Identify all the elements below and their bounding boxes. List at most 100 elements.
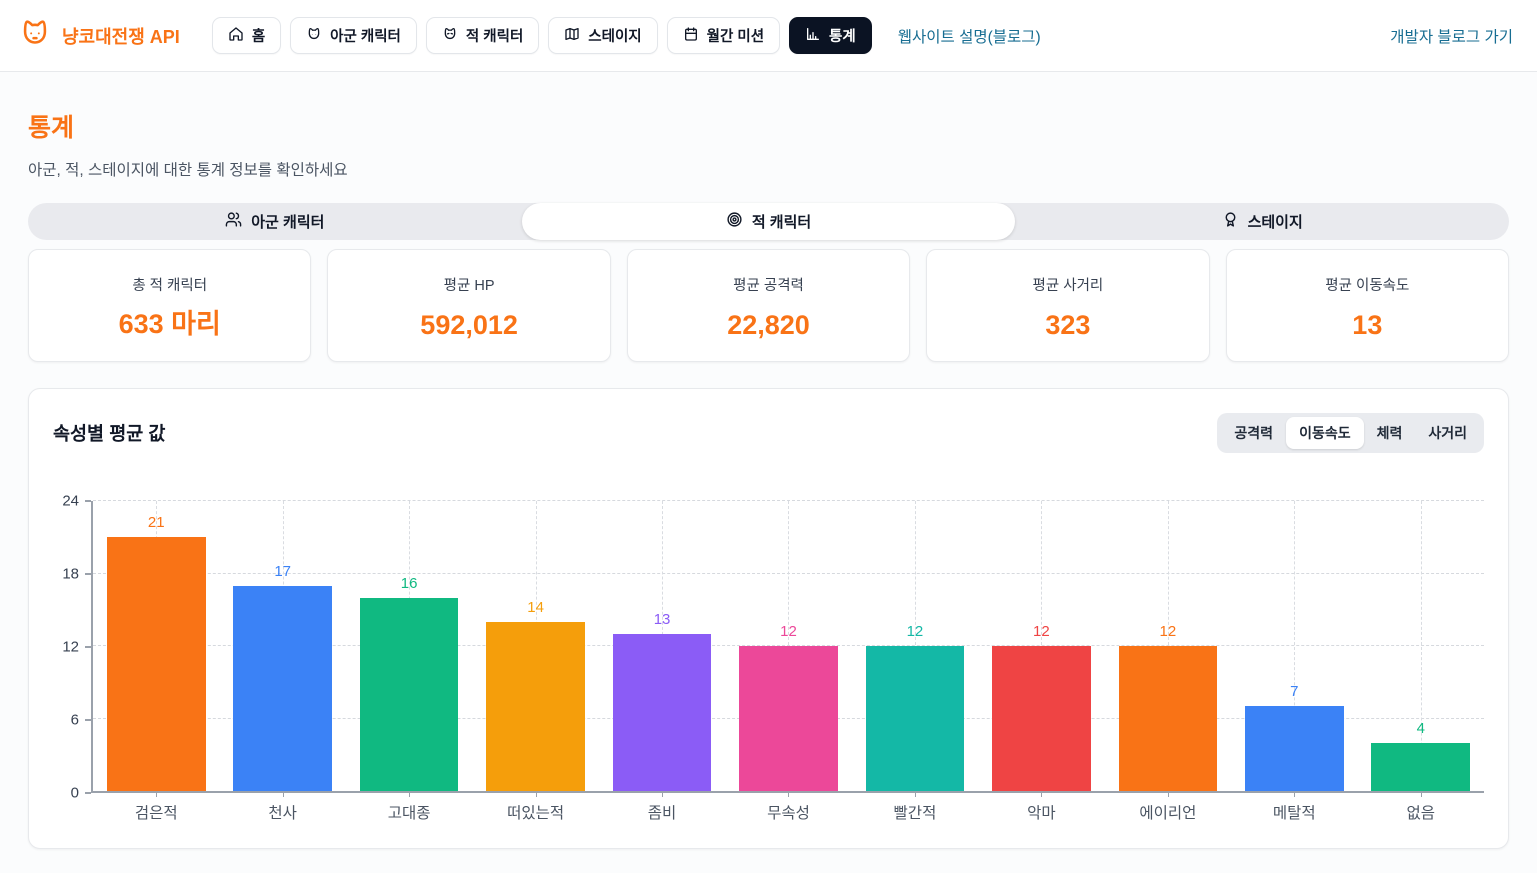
chart-bar[interactable]	[739, 646, 838, 791]
y-tick-label: 12	[62, 638, 79, 656]
chart-title: 속성별 평균 값	[53, 423, 166, 444]
x-tick-mark	[409, 791, 411, 797]
bar-value-label: 16	[400, 574, 418, 592]
chart-card: 속성별 평균 값 공격력 이동속도 체력 사거리 0 6 12 18 24 21 검은적 1…	[28, 388, 1509, 849]
map-icon	[564, 26, 580, 46]
chart-column: 7 메탈적	[1231, 501, 1357, 822]
x-tick-mark	[1167, 791, 1169, 797]
y-tick-label: 24	[62, 492, 79, 510]
x-axis-label: 메탈적	[1272, 805, 1316, 822]
stat-card-total-enemies: 총 적 캐릭터 633 마리	[28, 249, 312, 362]
nav-enemy-characters-button[interactable]: 적 캐릭터	[425, 17, 540, 54]
stat-cards-row: 총 적 캐릭터 633 마리 평균 HP 592,012 평균 공격력 22,8…	[28, 249, 1510, 362]
bar-chart: 0 6 12 18 24 21 검은적 17 천사 16 고대종 14 떠있는적 13 좀비 12 무속성 12…	[53, 493, 1484, 822]
header: 냥코대전쟁 API 홈 아군 캐릭터	[0, 0, 1537, 72]
x-axis-label: 좀비	[647, 805, 677, 822]
enemy-cat-icon	[442, 26, 458, 46]
main-nav: 홈 아군 캐릭터 적	[211, 17, 872, 54]
chart-column: 12 악마	[978, 501, 1104, 822]
chart-bar[interactable]	[865, 646, 965, 791]
toggle-hp[interactable]: 체력	[1364, 417, 1416, 449]
x-tick-mark	[156, 791, 158, 797]
chart-bar[interactable]	[992, 646, 1091, 791]
x-axis-label: 검은적	[134, 805, 178, 822]
stat-card-avg-attack: 평균 공격력 22,820	[626, 249, 911, 362]
y-tick-mark	[85, 719, 91, 721]
y-tick-label: 6	[70, 711, 79, 729]
bar-value-label: 4	[1416, 719, 1425, 737]
chart-column: 14 떠있는적	[472, 501, 598, 822]
site-description-link[interactable]: 웹사이트 설명(블로그)	[897, 28, 1041, 46]
home-icon	[228, 26, 244, 46]
vertical-gridline	[1294, 501, 1296, 791]
chart-column: 12 무속성	[725, 501, 851, 822]
chart-bar[interactable]	[1371, 742, 1471, 791]
x-axis-label: 고대종	[387, 805, 431, 822]
y-tick-label: 18	[62, 565, 79, 583]
nav-stage-button[interactable]: 스테이지	[548, 17, 658, 54]
calendar-icon	[683, 26, 699, 46]
logo-text: 냥코대전쟁 API	[62, 26, 180, 47]
chart-bar[interactable]	[233, 585, 332, 791]
bar-value-label: 12	[906, 623, 924, 640]
y-tick-mark	[85, 792, 91, 794]
x-tick-mark	[535, 791, 537, 797]
nav-monthly-mission-button[interactable]: 월간 미션	[666, 17, 781, 54]
y-tick-mark	[85, 646, 91, 648]
x-axis-label: 천사	[268, 805, 297, 822]
bar-value-label: 12	[1159, 623, 1177, 640]
x-axis-label: 에이리언	[1139, 805, 1197, 822]
chart-bar[interactable]	[486, 621, 585, 791]
x-tick-mark	[788, 791, 790, 797]
stat-card-label: 평균 이동속도	[1325, 278, 1410, 294]
bar-value-label: 17	[274, 562, 292, 580]
y-tick-mark	[85, 500, 91, 502]
chart-column: 16 고대종	[346, 501, 472, 822]
cat-logo-icon	[18, 16, 52, 55]
logo[interactable]: 냥코대전쟁 API	[18, 16, 180, 55]
toggle-range[interactable]: 사거리	[1415, 417, 1480, 449]
stat-card-label: 평균 공격력	[733, 278, 804, 294]
chart-plot: 21 검은적 17 천사 16 고대종 14 떠있는적 13 좀비 12 무속성 12 빨간적 12 악마 12…	[91, 500, 1484, 822]
toggle-attack[interactable]: 공격력	[1221, 417, 1286, 449]
nav-friendly-characters-button[interactable]: 아군 캐릭터	[290, 17, 417, 54]
stat-card-value: 13	[1352, 310, 1383, 340]
tab-stage[interactable]: 스테이지	[1015, 203, 1509, 240]
bar-value-label: 21	[147, 514, 165, 532]
x-axis-label: 빨간적	[893, 805, 937, 822]
bar-chart-icon	[805, 26, 821, 46]
chart-bar[interactable]	[106, 537, 206, 791]
chart-bar[interactable]	[1118, 646, 1218, 791]
nav-stats-button[interactable]: 통계	[789, 17, 872, 54]
toggle-speed[interactable]: 이동속도	[1286, 417, 1364, 449]
stat-card-avg-speed: 평균 이동속도 13	[1225, 249, 1510, 362]
chart-column: 12 에이리언	[1105, 501, 1231, 822]
bar-value-label: 12	[1033, 623, 1050, 640]
x-axis-label: 악마	[1027, 805, 1056, 822]
x-tick-mark	[662, 791, 664, 797]
stat-card-value: 323	[1045, 310, 1091, 340]
chart-bar[interactable]	[359, 597, 459, 791]
stat-card-label: 평균 HP	[443, 278, 495, 294]
chart-bar[interactable]	[1244, 706, 1344, 791]
bar-value-label: 14	[527, 598, 544, 616]
x-tick-mark	[282, 791, 284, 797]
x-axis-label: 없음	[1406, 805, 1436, 822]
bar-value-label: 7	[1290, 683, 1299, 701]
y-tick-label: 0	[70, 784, 79, 802]
x-tick-mark	[1041, 791, 1043, 797]
x-tick-mark	[1420, 791, 1422, 797]
x-tick-mark	[914, 791, 916, 797]
bar-value-label: 13	[653, 610, 671, 628]
tab-friendly-characters[interactable]: 아군 캐릭터	[28, 203, 522, 240]
nav-home-button[interactable]: 홈	[211, 17, 282, 54]
tab-enemy-characters[interactable]: 적 캐릭터	[521, 203, 1016, 240]
chart-header: 속성별 평균 값 공격력 이동속도 체력 사거리	[53, 413, 1484, 453]
chart-column: 21 검은적	[93, 501, 219, 822]
x-axis-label: 무속성	[767, 805, 810, 822]
chart-bar[interactable]	[612, 633, 712, 791]
page-subtitle: 아군, 적, 스테이지에 대한 통계 정보를 확인하세요	[28, 162, 348, 179]
chart-column: 17 천사	[219, 501, 345, 822]
dev-blog-link[interactable]: 개발자 블로그 가기	[1390, 28, 1513, 46]
page-title: 통계	[28, 114, 75, 142]
